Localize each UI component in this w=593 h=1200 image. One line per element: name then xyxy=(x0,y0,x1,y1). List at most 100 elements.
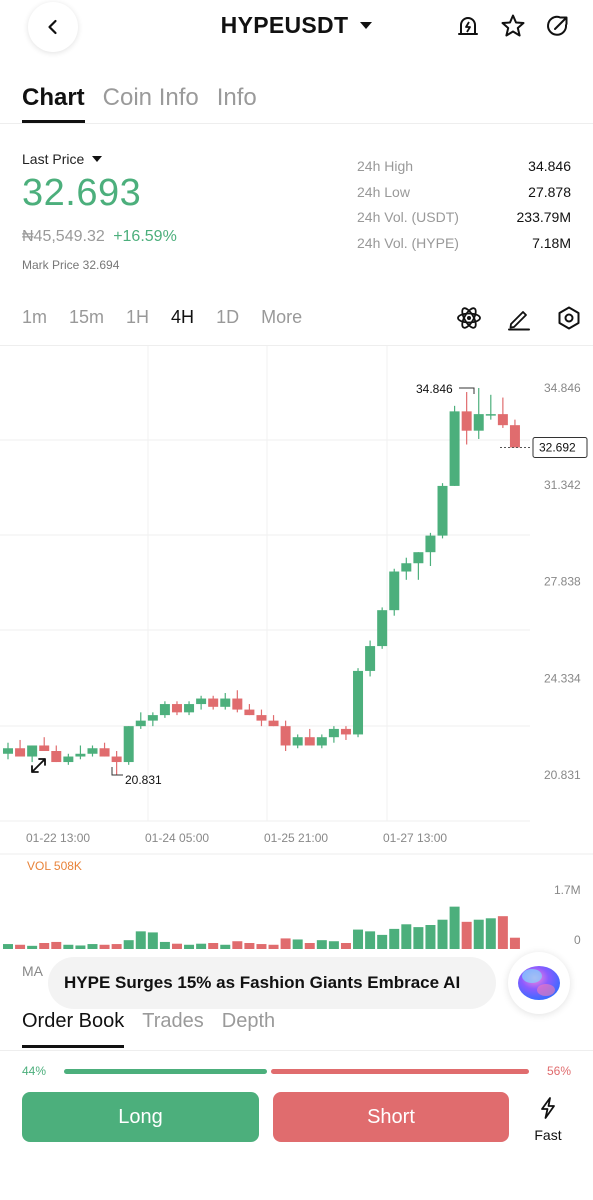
volume-bar xyxy=(353,929,364,949)
indicators-atom-icon[interactable] xyxy=(456,305,482,331)
candle-body xyxy=(365,646,376,671)
y-axis-tick-label: 31.342 xyxy=(544,478,581,492)
mark-price: Mark Price 32.694 xyxy=(22,258,120,272)
interval-1m[interactable]: 1m xyxy=(22,307,48,327)
chart-settings-icon[interactable] xyxy=(556,305,582,331)
chart-labels: 34.846 31.342 27.838 24.334 20.831 01-22… xyxy=(26,381,588,947)
volume-bar xyxy=(377,934,388,949)
buy-ratio-bar xyxy=(64,1069,267,1074)
candle-body xyxy=(256,715,267,721)
volume-bar xyxy=(328,941,339,949)
candle-body xyxy=(377,610,388,647)
candle-body xyxy=(3,748,13,754)
volume-bar xyxy=(184,944,195,949)
ma-label: MA xyxy=(22,963,43,979)
interval-4h[interactable]: 4H xyxy=(171,307,195,327)
candle-body xyxy=(232,698,243,710)
caret-down-icon xyxy=(360,22,373,30)
volume-bar xyxy=(280,938,291,949)
current-price-tag-box xyxy=(532,436,588,458)
candle-body xyxy=(51,751,62,763)
candles xyxy=(3,387,532,776)
draw-pen-icon[interactable] xyxy=(506,305,532,331)
high-annotation: 34.846 xyxy=(416,382,453,396)
candle-body xyxy=(389,571,400,611)
ai-assistant-button[interactable] xyxy=(508,952,570,1014)
volume-bar xyxy=(147,932,158,949)
candle-body xyxy=(473,414,484,431)
candle-body xyxy=(304,737,315,746)
volume-bar xyxy=(135,931,146,949)
stat-value: 27.878 xyxy=(528,183,571,200)
tab-depth[interactable]: Depth xyxy=(221,1010,276,1032)
sell-ratio-bar xyxy=(270,1069,529,1074)
candle-body xyxy=(27,745,38,757)
candle-body xyxy=(437,485,448,536)
interval-1h[interactable]: 1H xyxy=(126,307,150,327)
long-button[interactable]: Long xyxy=(22,1092,259,1142)
candle-body xyxy=(292,737,303,746)
last-price-label: Last Price xyxy=(22,151,85,167)
candle-body xyxy=(123,726,134,763)
volume-bar xyxy=(111,944,122,949)
volume-bar xyxy=(196,943,207,949)
volume-bar xyxy=(63,944,74,949)
candle-body xyxy=(461,411,472,431)
candle-body xyxy=(328,728,339,738)
stats-panel: 24h High 34.846 24h Low 27.878 24h Vol. … xyxy=(357,158,571,260)
volume-bar xyxy=(461,921,472,949)
tab-info[interactable]: Info xyxy=(216,84,257,111)
volume-bar xyxy=(244,943,255,949)
last-price-selector[interactable]: Last Price xyxy=(22,151,103,167)
interval-1d[interactable]: 1D xyxy=(216,307,240,327)
candle-body xyxy=(449,411,460,486)
buy-ratio-label: 44% xyxy=(22,1064,47,1078)
x-axis-tick-label: 01-22 13:00 xyxy=(26,831,90,845)
stat-label: 24h Vol. (USDT) xyxy=(357,209,459,225)
candle-body xyxy=(99,748,110,757)
tab-order-book[interactable]: Order Book xyxy=(22,1010,125,1048)
interval-more[interactable]: More xyxy=(261,307,303,327)
share-icon[interactable] xyxy=(544,12,572,40)
news-banner[interactable]: HYPE Surges 15% as Fashion Giants Embrac… xyxy=(48,957,496,1009)
news-headline: HYPE Surges 15% as Fashion Giants Embrac… xyxy=(64,973,461,992)
tab-trades[interactable]: Trades xyxy=(142,1010,204,1032)
order-book-divider xyxy=(0,1050,593,1051)
fast-trade-button[interactable]: Fast xyxy=(526,1096,570,1143)
candle-body xyxy=(316,737,327,746)
symbol-selector[interactable]: HYPEUSDT xyxy=(0,12,593,39)
y-axis-tick-label: 24.334 xyxy=(544,671,581,685)
candle-body xyxy=(147,715,158,721)
x-axis-tick-label: 01-24 05:00 xyxy=(145,831,209,845)
volume-bar xyxy=(232,941,243,949)
candlestick-chart[interactable]: 34.846 31.342 27.838 24.334 20.831 01-22… xyxy=(0,346,593,956)
volume-bar xyxy=(268,944,279,949)
star-icon[interactable] xyxy=(499,12,527,40)
candle-body xyxy=(413,552,424,564)
candle-body xyxy=(63,756,74,763)
expand-arrows-icon[interactable] xyxy=(31,758,46,773)
volume-axis-label: 1.7M xyxy=(554,883,581,897)
candle-body xyxy=(353,670,364,735)
volume-bar xyxy=(449,906,460,949)
stat-row-24h-vol-hype: 24h Vol. (HYPE) 7.18M xyxy=(357,235,571,261)
back-button[interactable] xyxy=(28,2,78,52)
interval-15m[interactable]: 15m xyxy=(69,307,105,327)
last-price-value: 32.693 xyxy=(22,172,142,214)
tab-coin-info[interactable]: Coin Info xyxy=(102,84,199,111)
volume-bar xyxy=(485,918,496,949)
volume-bar xyxy=(340,943,351,949)
candle-body xyxy=(111,756,122,763)
y-axis-tick-label: 34.846 xyxy=(544,381,581,395)
tab-chart[interactable]: Chart xyxy=(22,84,85,123)
price-alert-icon[interactable] xyxy=(454,12,482,40)
candle-body xyxy=(220,698,231,707)
chart-canvas[interactable]: 34.846 31.342 27.838 24.334 20.831 01-22… xyxy=(0,346,593,956)
volume-bar xyxy=(365,931,376,949)
volume-bar xyxy=(27,945,38,949)
short-button[interactable]: Short xyxy=(273,1092,509,1142)
candle-body xyxy=(15,748,26,757)
candle-body xyxy=(184,704,195,713)
sell-ratio-label: 56% xyxy=(546,1064,571,1078)
stat-label: 24h Low xyxy=(357,183,410,200)
